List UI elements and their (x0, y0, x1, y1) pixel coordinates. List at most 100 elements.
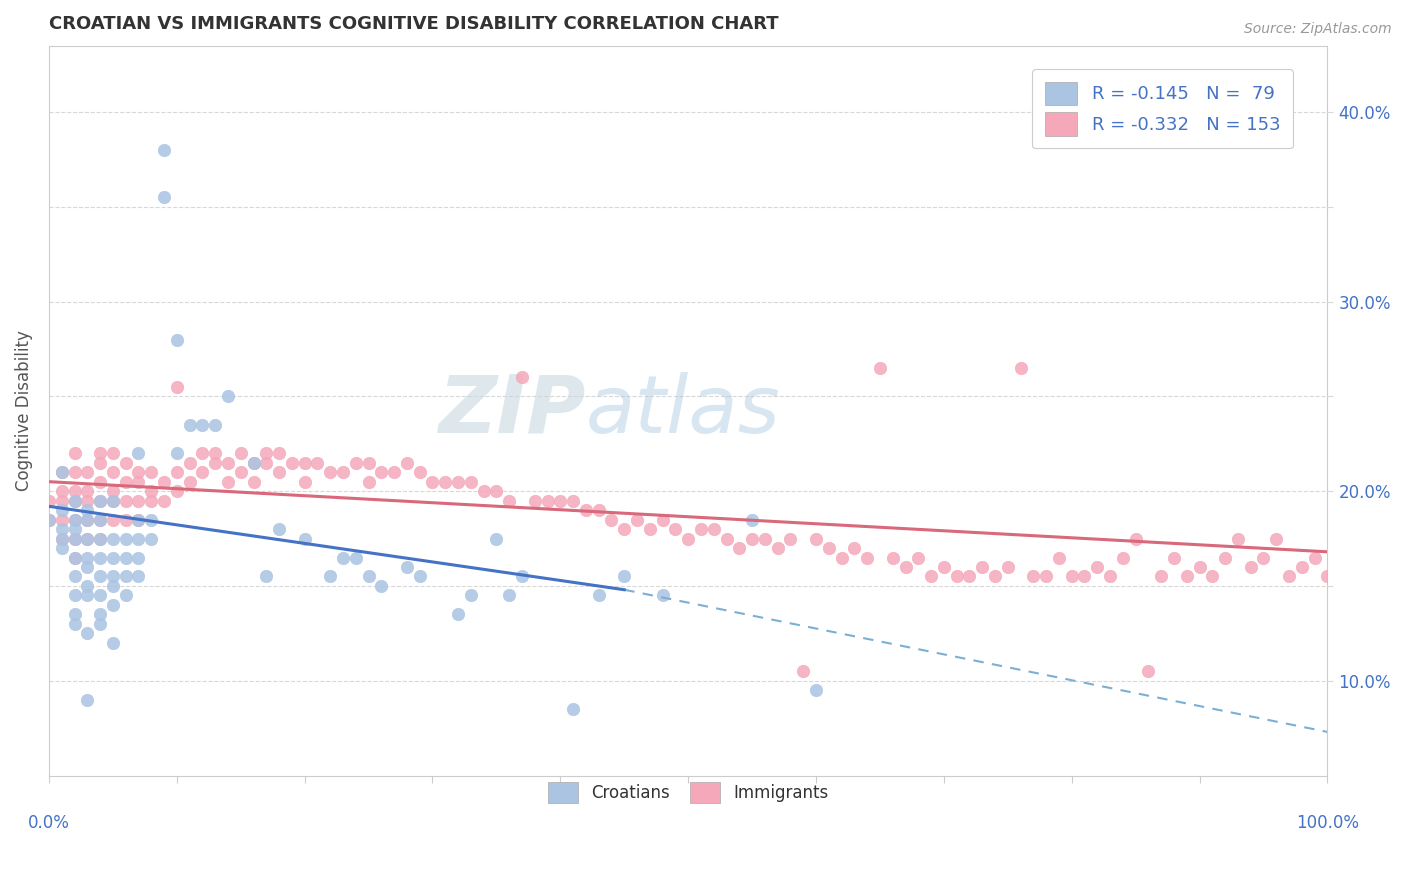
Point (38, 493, 60, 508)
Point (395, 560, 418, 574)
Point (38, 513, 60, 527)
Point (114, 475, 136, 489)
Point (1175, 569, 1198, 583)
Point (254, 446, 277, 460)
Point (141, 532, 163, 546)
Point (89, 446, 111, 460)
Point (166, 380, 188, 394)
Point (179, 456, 201, 470)
Point (153, 475, 176, 489)
Point (76, 532, 98, 546)
Point (242, 475, 264, 489)
Point (63, 532, 86, 546)
Point (141, 484, 163, 499)
Point (51, 493, 73, 508)
Point (1022, 569, 1045, 583)
Point (1316, 569, 1339, 583)
Point (89, 616, 111, 631)
Point (460, 589, 482, 603)
Point (76, 513, 98, 527)
Point (127, 513, 149, 527)
Point (76, 692, 98, 706)
Point (101, 465, 124, 479)
Point (166, 465, 188, 479)
Point (1163, 550, 1185, 565)
Point (932, 560, 955, 574)
Point (382, 465, 405, 479)
Point (127, 569, 149, 583)
Point (153, 143, 176, 157)
Point (447, 607, 470, 622)
Point (127, 475, 149, 489)
Point (179, 417, 201, 432)
Point (422, 475, 444, 489)
Point (153, 493, 176, 508)
Point (166, 333, 188, 347)
Point (766, 541, 789, 555)
Point (498, 493, 520, 508)
Point (1047, 550, 1070, 565)
Point (319, 465, 342, 479)
Point (63, 493, 86, 508)
Point (1035, 569, 1057, 583)
Point (869, 360, 891, 375)
Point (510, 370, 533, 384)
Point (638, 522, 661, 536)
Point (101, 484, 124, 499)
Text: ZIP: ZIP (439, 372, 586, 450)
Point (600, 513, 623, 527)
Point (510, 569, 533, 583)
Text: atlas: atlas (586, 372, 780, 450)
Point (114, 569, 136, 583)
Point (63, 550, 86, 565)
Point (651, 513, 673, 527)
Point (690, 522, 713, 536)
Point (76, 560, 98, 574)
Point (229, 446, 252, 460)
Point (127, 465, 149, 479)
Point (89, 532, 111, 546)
Point (101, 636, 124, 650)
Point (562, 493, 585, 508)
Point (728, 541, 751, 555)
Point (101, 579, 124, 593)
Point (101, 569, 124, 583)
Point (575, 503, 598, 517)
Point (89, 513, 111, 527)
Point (76, 513, 98, 527)
Text: 0.0%: 0.0% (28, 814, 70, 832)
Point (204, 456, 226, 470)
Point (38, 513, 60, 527)
Point (945, 569, 967, 583)
Point (294, 475, 316, 489)
Text: 100.0%: 100.0% (1296, 814, 1358, 832)
Point (972, 560, 994, 574)
Point (63, 522, 86, 536)
Point (51, 465, 73, 479)
Point (114, 589, 136, 603)
Point (76, 532, 98, 546)
Point (114, 456, 136, 470)
Point (76, 484, 98, 499)
Point (63, 589, 86, 603)
Point (1085, 560, 1108, 574)
Point (89, 607, 111, 622)
Point (76, 626, 98, 640)
Point (1253, 550, 1275, 565)
Point (1010, 360, 1032, 375)
Text: CROATIAN VS IMMIGRANTS COGNITIVE DISABILITY CORRELATION CHART: CROATIAN VS IMMIGRANTS COGNITIVE DISABIL… (49, 15, 779, 33)
Point (217, 475, 239, 489)
Point (254, 456, 277, 470)
Point (319, 569, 342, 583)
Point (1099, 569, 1122, 583)
Point (1213, 550, 1236, 565)
Point (127, 513, 149, 527)
Point (754, 532, 776, 546)
Point (63, 465, 86, 479)
Point (831, 550, 853, 565)
Point (217, 456, 239, 470)
Legend: Croatians, Immigrants: Croatians, Immigrants (536, 770, 841, 814)
Point (1137, 665, 1160, 679)
Point (370, 579, 392, 593)
Point (651, 589, 673, 603)
